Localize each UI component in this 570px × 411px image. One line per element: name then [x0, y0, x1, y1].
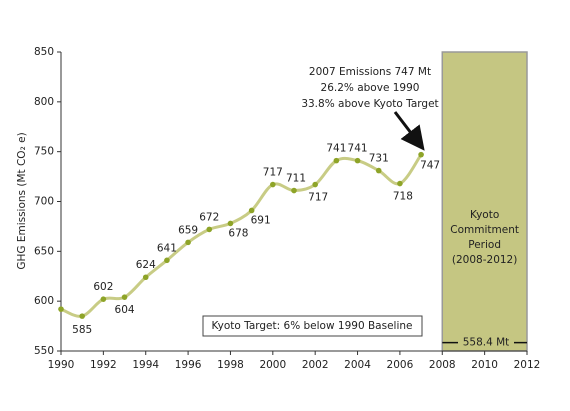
data-point — [291, 187, 297, 194]
data-point — [312, 181, 318, 188]
y-tick-label: 700 — [34, 196, 54, 208]
data-point — [206, 226, 213, 233]
data-label: 741 — [348, 143, 368, 155]
target-label-bg — [458, 335, 514, 350]
annotation: 26.2% above 1990 — [321, 82, 420, 94]
data-point — [397, 180, 403, 187]
data-point — [79, 313, 85, 319]
data-label: 717 — [308, 192, 328, 204]
data-point — [100, 296, 107, 302]
annotation: 2007 Emissions 747 Mt — [309, 66, 431, 78]
x-tick-label: 1996 — [175, 359, 202, 371]
data-point — [227, 220, 234, 227]
data-point — [418, 151, 424, 158]
x-tick-label: 2004 — [344, 359, 371, 371]
period-label: Kyoto — [470, 209, 499, 221]
data-label: 604 — [115, 304, 135, 316]
data-point — [375, 167, 382, 174]
x-tick-label: 2002 — [302, 359, 329, 371]
y-tick-label: 750 — [34, 146, 54, 158]
x-tick-label: 2000 — [259, 359, 286, 371]
data-label: 717 — [263, 167, 283, 179]
kyoto-note: Kyoto Target: 6% below 1990 Baseline — [212, 320, 413, 332]
x-tick-label: 2012 — [514, 359, 541, 371]
commitment-period — [441, 51, 528, 352]
data-point — [121, 294, 128, 300]
data-label: 641 — [157, 242, 177, 254]
data-label: 691 — [251, 214, 271, 226]
data-label: 602 — [93, 281, 113, 293]
annotation-arrow — [393, 111, 425, 151]
x-tick-label: 1990 — [48, 359, 75, 371]
y-tick-label: 550 — [34, 345, 54, 357]
y-axis-label: GHG Emissions (Mt CO₂ e) — [16, 132, 28, 269]
x-tick-label: 2008 — [429, 359, 456, 371]
x-tick-label: 1998 — [217, 359, 244, 371]
period-label: Commitment — [450, 224, 519, 236]
data-point — [58, 306, 64, 312]
data-point — [333, 157, 340, 164]
data-label: 731 — [369, 153, 389, 165]
data-label: 585 — [72, 324, 92, 336]
data-label: 718 — [393, 191, 413, 203]
data-label: 741 — [326, 143, 346, 155]
data-label: 624 — [136, 259, 156, 271]
data-label: 678 — [228, 227, 248, 239]
x-tick-label: 1992 — [90, 359, 117, 371]
x-tick-label: 2010 — [471, 359, 498, 371]
period-label: Period — [468, 239, 501, 251]
data-point — [142, 274, 149, 281]
x-tick-label: 1994 — [132, 359, 159, 371]
data-point — [164, 257, 170, 264]
data-label: 659 — [178, 224, 198, 236]
data-label: 747 — [420, 160, 440, 172]
y-tick-label: 800 — [34, 96, 54, 108]
data-label: 672 — [199, 211, 219, 223]
data-point — [248, 207, 255, 214]
annotation: 33.8% above Kyoto Target — [301, 98, 438, 110]
period-label: (2008-2012) — [452, 254, 517, 266]
y-tick-label: 600 — [34, 295, 54, 307]
y-tick-label: 650 — [34, 245, 54, 257]
y-tick-label: 850 — [34, 46, 54, 58]
data-label: 711 — [286, 173, 306, 185]
target-label: 558.4 Mt — [463, 337, 510, 349]
data-point — [270, 181, 276, 188]
data-point — [354, 157, 361, 164]
x-tick-label: 2006 — [387, 359, 414, 371]
data-point — [185, 239, 191, 246]
note-box — [202, 315, 423, 337]
